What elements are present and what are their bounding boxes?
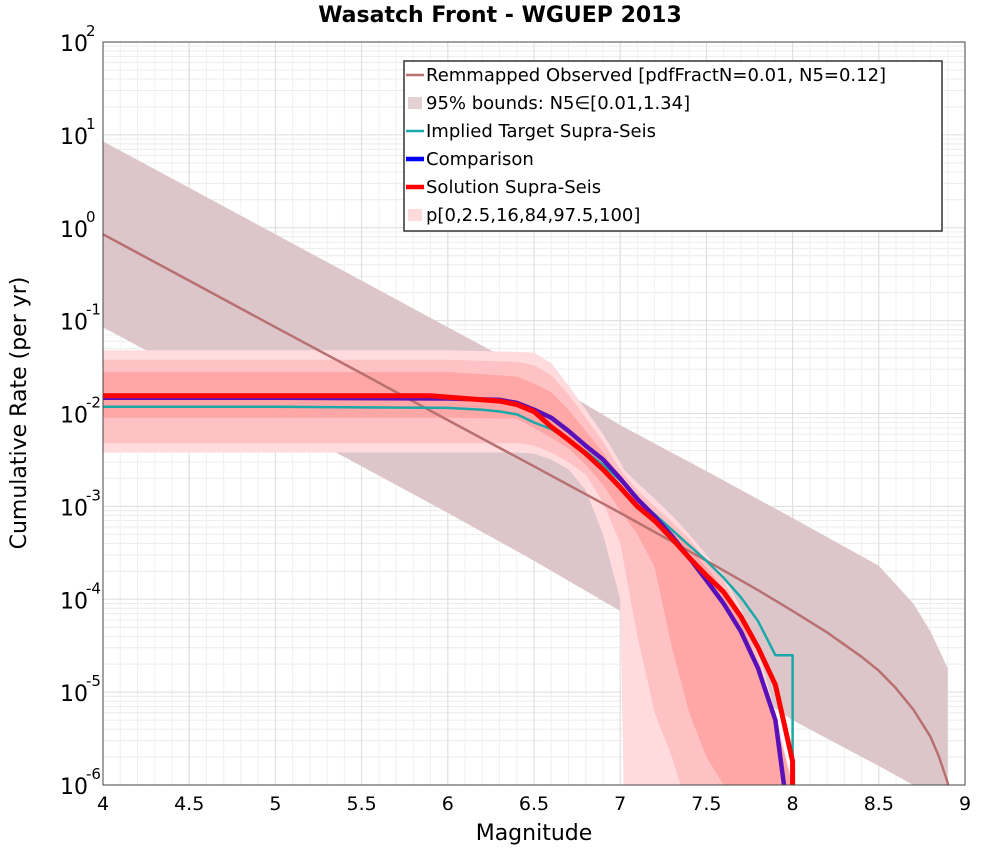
x-tick-label: 7 [614,793,626,815]
x-tick-label: 4 [97,793,109,815]
y-tick-label: 10 [60,496,88,521]
x-tick-label: 6.5 [519,793,549,815]
x-tick-label: 5.5 [346,793,376,815]
y-tick-exponent: -2 [86,394,101,412]
legend-box [403,60,943,232]
band-p16-84 [103,372,793,785]
y-tick-exponent: -1 [86,301,101,319]
y-tick-label: 10 [60,404,88,429]
chart-title: Wasatch Front - WGUEP 2013 [318,3,682,28]
y-tick-label: 10 [60,311,88,336]
y-tick-label: 10 [60,775,88,800]
x-tick-label: 7.5 [691,793,721,815]
y-tick-label: 10 [60,218,88,243]
legend-label: Comparison [426,149,534,170]
legend-label: Solution Supra-Seis [426,177,601,198]
x-tick-label: 5 [269,793,281,815]
x-tick-label: 8 [787,793,799,815]
x-axis-label: Magnitude [476,821,593,846]
legend-label: 95% bounds: N5∈[0.01,1.34] [426,93,690,114]
legend: Remmapped Observed [pdfFractN=0.01, N5=0… [403,60,943,232]
legend-swatch [408,97,422,109]
y-tick-exponent: 2 [86,22,96,40]
y-axis-label: Cumulative Rate (per yr) [7,277,32,550]
legend-swatch [408,209,422,221]
y-tick-exponent: -5 [86,672,101,690]
y-tick-exponent: -3 [86,486,101,504]
y-tick-label: 10 [60,125,88,150]
y-tick-exponent: 1 [86,115,96,133]
y-tick-label: 10 [60,682,88,707]
x-tick-label: 8.5 [864,793,894,815]
legend-label: Implied Target Supra-Seis [426,121,656,142]
series-line-remmapped [102,233,950,785]
legend-label: Remmapped Observed [pdfFractN=0.01, N5=0… [426,65,886,86]
plot-area [102,141,950,786]
series-line-solution [103,393,796,785]
x-tick-label: 6 [442,793,454,815]
legend-label: p[0,2.5,16,84,97.5,100] [426,205,640,226]
y-tick-exponent: 0 [86,208,96,226]
y-tick-label: 10 [60,589,88,614]
y-tick-exponent: -6 [86,765,101,783]
x-tick-label: 9 [959,793,971,815]
y-tick-exponent: -4 [86,579,101,597]
x-tick-label: 4.5 [174,793,204,815]
x-axis: 4 4.5 5 5.5 6 6.5 7 7.5 8 8.5 9 [97,793,971,815]
y-tick-label: 10 [60,32,88,57]
plot-frame [102,41,966,786]
